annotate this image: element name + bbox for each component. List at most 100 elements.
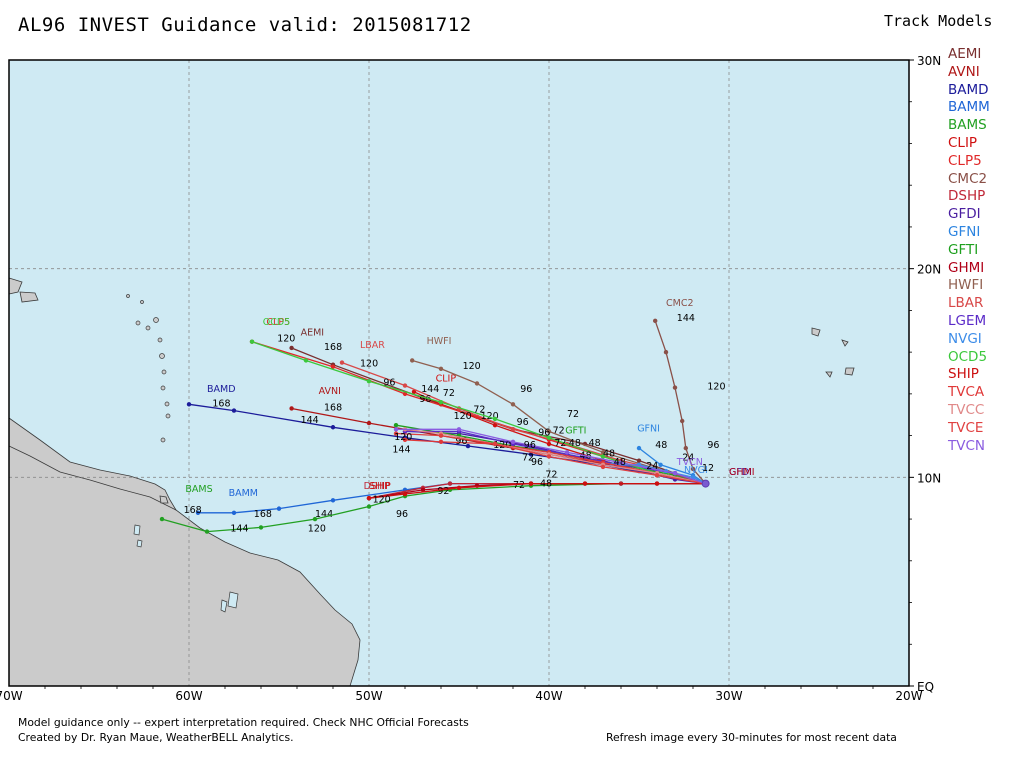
track-cmc2: CMC2 144 120 96 [653, 298, 726, 485]
track-point [492, 416, 498, 422]
lat-tick-label: 10N [917, 471, 941, 485]
track-point [186, 402, 192, 407]
puerto-rico-island [19, 291, 39, 303]
forecast-hour-label: 72 [545, 469, 557, 480]
track-point [366, 504, 372, 509]
landmasses [8, 277, 855, 687]
track-point [658, 462, 663, 468]
forecast-hour-label: 120 [373, 494, 391, 505]
cape-verde-island-4 [844, 367, 855, 376]
track-point [402, 391, 408, 397]
track-point [438, 433, 444, 438]
venezuela-coast [8, 417, 178, 511]
lon-tick-label: 30W [715, 689, 742, 703]
track-point [393, 431, 399, 436]
track-line-hwfi [412, 359, 706, 485]
lon-tick-label: 70W [0, 689, 23, 703]
track-point [303, 358, 309, 363]
forecast-hour-label: 96 [419, 394, 431, 405]
track-point [474, 381, 480, 386]
forecast-hour-label: 12 [702, 463, 714, 474]
track-point [546, 454, 552, 459]
axis-ticks: 70W 60W 50W 40W 30W 20W 30N 20N 10N EQ [0, 54, 941, 703]
track-point [654, 481, 660, 486]
track-point [510, 402, 516, 407]
track-label-bams: BAMS [185, 484, 212, 495]
track-bams: BAMS 120 144 168 96 [159, 481, 706, 535]
lon-tick-label: 40W [535, 689, 562, 703]
track-label-ghmi: GHMI [729, 467, 755, 478]
disclaimer-text: Model guidance only -- expert interpreta… [18, 716, 469, 729]
map-frame [8, 59, 910, 687]
track-point [410, 358, 415, 363]
track-point [600, 450, 606, 455]
trinidad-island [159, 495, 169, 504]
track-point [366, 420, 372, 426]
track-point [330, 364, 336, 369]
track-label-lbar: LBAR [360, 340, 385, 351]
legend-item-ghmi: GHMI [948, 259, 985, 276]
legend-item-aemi: AEMI [948, 46, 982, 62]
track-point [402, 383, 408, 388]
model-tracks: AEMI 168 AVNI 168 BAMD 168 144 BAMM 168 144 BAMS 12… [159, 298, 755, 535]
forecast-hour-label: 120 [360, 359, 378, 370]
track-label-clp5: CLP5 [266, 317, 290, 328]
cape-verde-island-2 [841, 339, 849, 347]
track-point [546, 435, 552, 440]
legend-item-ocd5: OCD5 [948, 348, 988, 365]
track-point [528, 481, 534, 486]
track-point [528, 452, 534, 457]
track-point [456, 427, 462, 432]
forecast-hour-label: 72 [473, 405, 485, 416]
track-label-aemi: AEMI [301, 327, 325, 338]
track-label-ship: SHIP [369, 481, 391, 492]
track-point [600, 454, 606, 459]
forecast-hour-label: 168 [212, 398, 230, 409]
track-label-dshp: DSHP [364, 481, 390, 492]
track-point [546, 441, 552, 447]
track-point [231, 408, 237, 413]
track-point [438, 400, 444, 405]
forecast-hour-label: 168 [184, 505, 202, 516]
track-point [636, 445, 642, 451]
lat-tick-label: 20N [917, 263, 941, 277]
track-point [258, 525, 264, 530]
forecast-hour-label: 24 [682, 453, 694, 464]
track-label-avni: AVNI [319, 386, 341, 397]
track-point [492, 441, 498, 447]
track-point [510, 427, 516, 432]
forecast-hour-label: 144 [315, 509, 333, 520]
track-point [366, 379, 372, 384]
track-point [690, 466, 696, 472]
track-point [393, 422, 399, 428]
track-point [564, 450, 570, 455]
legend-item-bamd: BAMD [948, 81, 989, 98]
origin-marker [701, 479, 710, 488]
forecast-hour-label: 48 [540, 479, 552, 490]
track-point [330, 425, 336, 430]
track-label-bamm: BAMM [229, 488, 258, 499]
forecast-hour-label: 96 [520, 384, 532, 395]
model-legend: AEMI AVNI BAMD BAMM BAMS CLIP CLP5 CMC2 DSHP GFDI… [948, 46, 990, 455]
track-label-tvcn: TVCN [676, 457, 703, 468]
track-point [653, 318, 658, 324]
track-point [582, 481, 588, 486]
forecast-hour-label: 48 [589, 438, 601, 449]
forecast-hour-label: 120 [394, 432, 412, 443]
lon-tick-label: 60W [175, 689, 202, 703]
forecast-hour-label: 96 [707, 440, 719, 451]
forecast-hour-label: 144 [392, 444, 410, 455]
refresh-note: Refresh image every 30-minutes for most … [606, 731, 897, 744]
track-point [204, 529, 210, 534]
track-label-gfti: GFTI [565, 426, 586, 437]
forecast-hour-label: 168 [254, 509, 272, 520]
track-point [438, 366, 444, 372]
forecast-hour-label: 48 [569, 438, 581, 449]
legend-item-lgem: LGEM [948, 312, 987, 329]
track-label-cmc2: CMC2 [666, 298, 694, 309]
track-point [231, 510, 237, 516]
track-point [402, 437, 408, 442]
forecast-hour-label: 168 [324, 342, 342, 353]
track-point [312, 516, 318, 522]
